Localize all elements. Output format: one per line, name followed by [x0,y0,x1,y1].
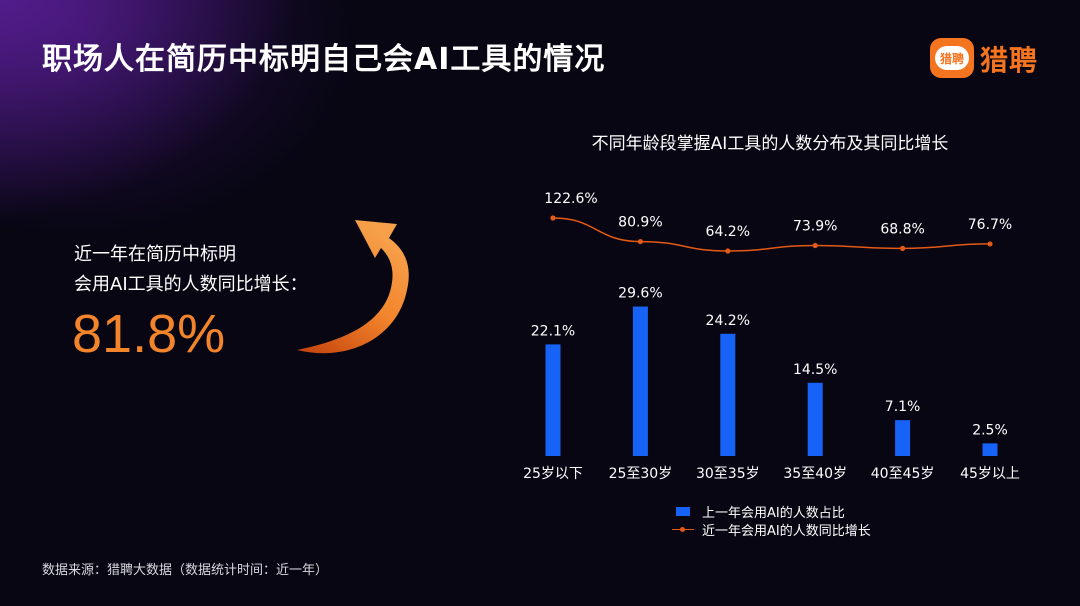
bar-label-1: 29.6% [618,286,662,302]
legend-line-swatch [672,525,694,534]
growth-line [552,217,991,252]
growth-point-1 [637,238,644,245]
category-label-4: 40至45岁 [871,466,935,482]
chart-legend: 上一年会用AI的人数占比 近一年会用AI的人数同比增长 [670,502,871,539]
legend-line-label: 近一年会用AI的人数同比增长 [702,523,871,539]
page-title: 职场人在简历中标明自己会AI工具的情况 [42,42,606,77]
data-source-note: 数据来源：猎聘大数据（数据统计时间：近一年） [42,563,329,578]
chart-title: 不同年龄段掌握AI工具的人数分布及其同比增长 [591,134,949,154]
category-label-0: 25岁以下 [523,466,583,482]
category-label-1: 25至30岁 [609,466,673,482]
highlight-value: 81.8% [72,304,226,364]
growth-label-3: 73.9% [793,219,837,235]
highlight-label-line1: 近一年在简历中标明 [74,244,236,265]
logo-text: 猎聘 [980,44,1039,77]
growth-point-2 [725,248,731,254]
bar-0 [545,344,561,456]
legend-item-bar: 上一年会用AI的人数占比 [670,502,871,521]
growth-point-5 [987,241,993,247]
bar-3 [807,382,823,456]
bar-4 [895,420,911,456]
category-label-3: 35至40岁 [783,466,847,482]
growth-point-4 [900,245,906,252]
legend-item-line: 近一年会用AI的人数同比增长 [670,520,871,539]
logo-badge-text: 猎聘 [935,46,969,70]
bar-2 [720,333,736,456]
logo-badge-icon: 猎聘 [930,38,974,78]
legend-bar-swatch [676,506,690,516]
bar-1 [632,306,648,456]
growth-label-5: 76.7% [968,217,1012,233]
growth-point-3 [812,242,818,249]
bar-label-2: 24.2% [706,313,750,329]
legend-bar-label: 上一年会用AI的人数占比 [702,505,845,521]
growth-label-0: 122.6% [544,191,597,207]
category-label-5: 45岁以上 [960,466,1020,482]
highlight-label: 近一年在简历中标明 会用AI工具的人数同比增长： [74,240,308,300]
growth-point-0 [550,215,556,221]
bar-label-3: 14.5% [793,362,837,378]
bar-label-0: 22.1% [531,323,575,339]
bar-label-5: 2.5% [972,422,1008,438]
growth-label-2: 64.2% [706,224,750,240]
bar-5 [982,443,998,456]
growth-arrow-icon [297,220,409,354]
growth-label-4: 68.8% [880,221,924,237]
liepin-logo: 猎聘 猎聘 [930,38,1048,78]
highlight-label-line2: 会用AI工具的人数同比增长： [74,274,308,295]
category-label-2: 30至35岁 [696,466,760,482]
bar-label-4: 7.1% [885,399,921,415]
growth-label-1: 80.9% [618,215,662,231]
